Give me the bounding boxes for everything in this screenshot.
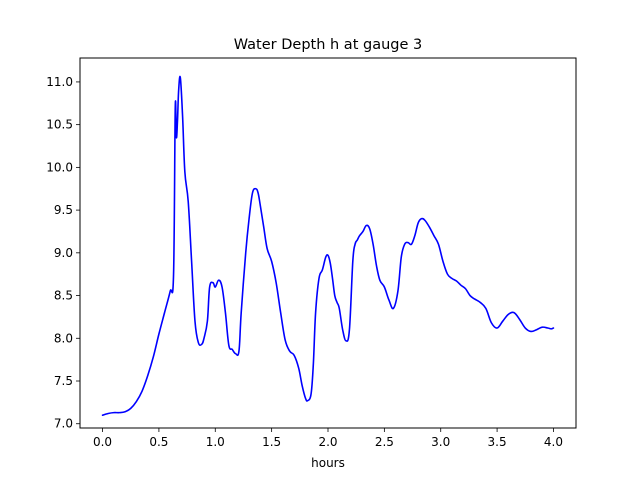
plot-frame bbox=[79, 57, 577, 429]
x-tick-label: 1.0 bbox=[206, 435, 225, 449]
x-axis: 0.0 0.5 1.0 1.5 2.0 2.5 3.0 3.5 4.0 bbox=[93, 428, 563, 449]
x-tick-label: 2.5 bbox=[375, 435, 394, 449]
x-tick-label: 3.0 bbox=[431, 435, 450, 449]
y-tick-label: 11.0 bbox=[46, 75, 73, 89]
x-tick-label: 0.0 bbox=[93, 435, 112, 449]
y-tick-label: 7.5 bbox=[54, 374, 73, 388]
x-tick-label: 3.5 bbox=[488, 435, 507, 449]
y-tick-label: 10.0 bbox=[46, 160, 73, 174]
x-axis-label: hours bbox=[311, 456, 345, 470]
x-tick-label: 1.5 bbox=[262, 435, 281, 449]
chart-title: Water Depth h at gauge 3 bbox=[234, 37, 422, 53]
y-tick-label: 8.0 bbox=[54, 331, 73, 345]
y-tick-label: 8.5 bbox=[54, 289, 73, 303]
y-tick-label: 9.5 bbox=[54, 203, 73, 217]
x-tick-label: 2.0 bbox=[318, 435, 337, 449]
x-tick-label: 4.0 bbox=[544, 435, 563, 449]
series-line bbox=[101, 75, 555, 416]
y-tick-label: 7.0 bbox=[54, 417, 73, 431]
x-tick-label: 0.5 bbox=[149, 435, 168, 449]
y-tick-label: 10.5 bbox=[46, 118, 73, 132]
plot-area bbox=[80, 58, 576, 428]
y-axis: 7.0 7.5 8.0 8.5 9.0 9.5 10.0 10.5 11.0 bbox=[46, 75, 80, 431]
y-tick-label: 9.0 bbox=[54, 246, 73, 260]
